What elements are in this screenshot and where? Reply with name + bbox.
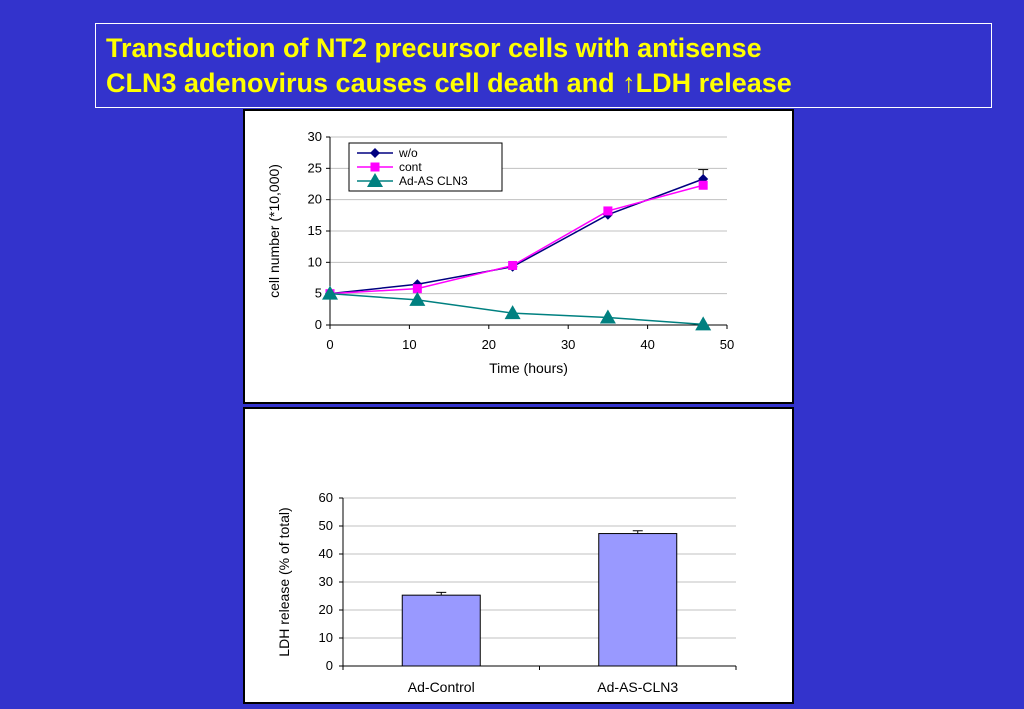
- triangle-marker: [322, 285, 338, 300]
- y-axis-label: cell number (*10,000): [266, 164, 282, 298]
- y-tick-label: 30: [308, 129, 322, 144]
- y-tick-label: 10: [319, 630, 333, 645]
- y-tick-label: 10: [308, 254, 322, 269]
- ldh-release-bar-chart: 0 10 20 30 40 50 60 Ad-Control Ad-AS-CLN3 LDH rel…: [276, 490, 737, 695]
- y-tick-label: 50: [319, 518, 333, 533]
- y-axis-label: LDH release (% of total): [276, 507, 292, 656]
- y-tick-label: 60: [319, 490, 333, 505]
- y-tick-label: 5: [315, 286, 322, 301]
- series-line: [329, 292, 704, 326]
- triangle-marker: [367, 173, 383, 187]
- slide-title-box: Transduction of NT2 precursor cells with…: [95, 23, 992, 108]
- square-marker: [603, 206, 613, 216]
- series-line: [329, 178, 704, 295]
- x-tick-label: 30: [561, 337, 575, 352]
- y-tick-label: 20: [319, 602, 333, 617]
- ldh-release-chart-panel: 0 10 20 30 40 50 60 Ad-Control Ad-AS-CLN3 LDH rel…: [243, 407, 794, 704]
- y-tick-label: 0: [326, 658, 333, 673]
- legend-item: cont: [357, 160, 422, 174]
- y-tick-label: 0: [315, 317, 322, 332]
- x-category-label: Ad-AS-CLN3: [597, 679, 678, 695]
- triangle-marker: [504, 305, 521, 320]
- y-tick-label: 20: [308, 192, 322, 207]
- slide-title-line-1: Transduction of NT2 precursor cells with…: [106, 33, 762, 63]
- y-tick-label: 30: [319, 574, 333, 589]
- cell-growth-chart-panel: 0 5 10 15 20 25 30 0 10 20 30 40 50 Time (hours) cell …: [243, 109, 794, 404]
- bar-ad-as-cln3: [598, 533, 678, 667]
- x-axis-label: Time (hours): [489, 360, 568, 376]
- square-marker: [412, 284, 422, 294]
- square-marker: [508, 260, 518, 270]
- diamond-marker: [370, 148, 380, 158]
- x-tick-label: 50: [720, 337, 734, 352]
- legend-item: w/o: [357, 146, 418, 160]
- bar-ad-control: [401, 594, 481, 667]
- triangle-marker: [599, 309, 616, 324]
- x-tick-label: 40: [640, 337, 654, 352]
- y-tick-label: 25: [308, 160, 322, 175]
- slide-title-line-2: CLN3 adenovirus causes cell death and ↑L…: [106, 68, 792, 98]
- square-marker: [698, 180, 708, 190]
- y-tick-label: 40: [319, 546, 333, 561]
- triangle-marker: [695, 316, 712, 331]
- square-marker: [370, 162, 380, 172]
- triangle-marker: [409, 291, 426, 306]
- x-tick-label: 20: [482, 337, 496, 352]
- legend-label: Ad-AS CLN3: [399, 174, 468, 188]
- x-tick-label: 10: [402, 337, 416, 352]
- x-tick-label: 0: [326, 337, 333, 352]
- y-tick-label: 15: [308, 223, 322, 238]
- legend-item: Ad-AS CLN3: [357, 173, 468, 188]
- legend-label: w/o: [398, 146, 418, 160]
- cell-growth-line-chart: 0 5 10 15 20 25 30 0 10 20 30 40 50 Time (hours) cell …: [266, 129, 734, 376]
- series-2: [322, 285, 712, 331]
- series-line: [329, 184, 704, 295]
- x-category-label: Ad-Control: [408, 679, 475, 695]
- legend-label: cont: [399, 160, 422, 174]
